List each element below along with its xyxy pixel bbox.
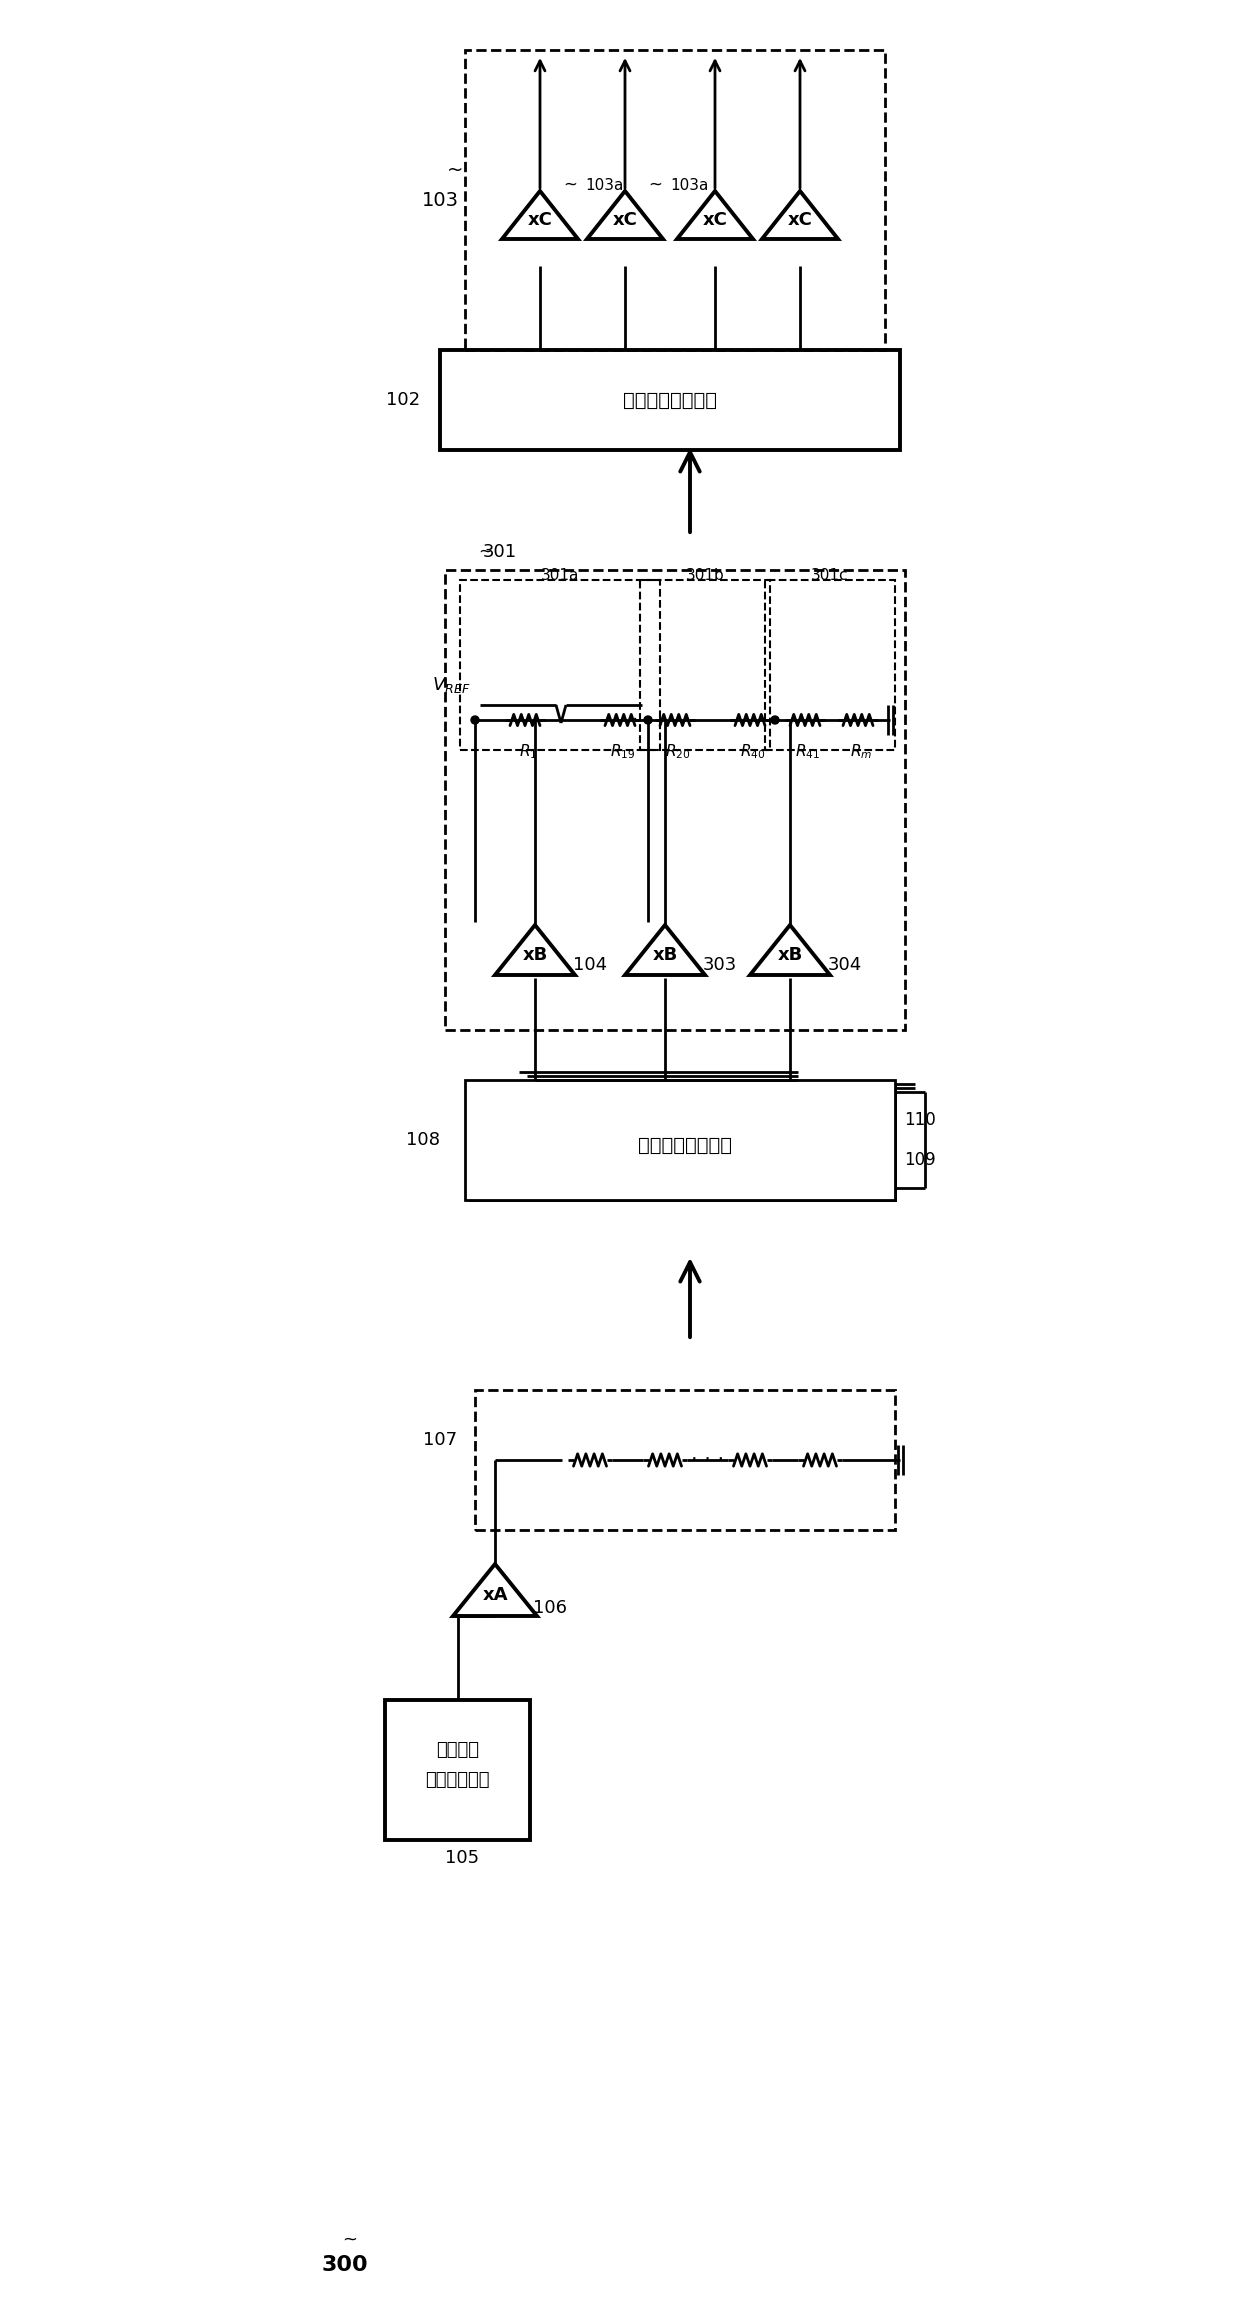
Text: 能源参考: 能源参考 — [436, 1741, 479, 1759]
Circle shape — [771, 716, 779, 725]
Text: 301c: 301c — [811, 568, 848, 582]
Text: ~: ~ — [563, 175, 577, 194]
Text: 300: 300 — [321, 2256, 368, 2274]
Bar — [440, 351, 900, 450]
Text: ~: ~ — [649, 175, 662, 194]
Text: 110: 110 — [904, 1111, 936, 1129]
Text: · · ·: · · · — [691, 1450, 724, 1471]
Text: xB: xB — [522, 947, 548, 963]
Text: 301a: 301a — [541, 568, 579, 582]
Bar — [472, 1088, 895, 1201]
Bar — [477, 1092, 895, 1201]
Text: xC: xC — [613, 210, 637, 229]
Text: 303: 303 — [703, 956, 737, 974]
Circle shape — [644, 716, 652, 725]
Bar — [465, 51, 885, 351]
Text: $R_{41}$: $R_{41}$ — [795, 743, 821, 762]
Text: xC: xC — [787, 210, 812, 229]
Text: 301b: 301b — [686, 568, 724, 582]
Text: 102: 102 — [386, 390, 420, 409]
Text: $R_{19}$: $R_{19}$ — [610, 743, 636, 762]
Text: 数据锁存解码电路: 数据锁存解码电路 — [622, 390, 717, 409]
Text: $V_{REF}$: $V_{REF}$ — [432, 674, 470, 695]
Text: $R_{40}$: $R_{40}$ — [740, 743, 766, 762]
Bar — [475, 1390, 895, 1531]
Bar — [460, 580, 660, 750]
Text: 电压产生电路: 电压产生电路 — [425, 1771, 490, 1789]
Text: 304: 304 — [828, 956, 862, 974]
Text: 103: 103 — [422, 192, 459, 210]
Bar — [640, 580, 770, 750]
Text: xB: xB — [652, 947, 677, 963]
Bar — [384, 1699, 529, 1840]
Text: $R_{20}$: $R_{20}$ — [665, 743, 691, 762]
Text: ~: ~ — [342, 2230, 357, 2249]
Text: 103a: 103a — [670, 178, 708, 192]
Text: 104: 104 — [573, 956, 608, 974]
Text: xC: xC — [703, 210, 728, 229]
Text: 108: 108 — [405, 1131, 440, 1150]
Text: $R_1$: $R_1$ — [518, 743, 537, 762]
Circle shape — [471, 716, 479, 725]
Text: 301: 301 — [482, 543, 517, 561]
Text: xB: xB — [777, 947, 802, 963]
Text: $R_m$: $R_m$ — [849, 743, 872, 762]
Text: 105: 105 — [445, 1850, 480, 1868]
Text: 106: 106 — [533, 1600, 567, 1616]
Text: 数据锁存解码电路: 数据锁存解码电路 — [639, 1136, 732, 1154]
Text: 109: 109 — [904, 1150, 936, 1168]
Bar — [465, 1081, 895, 1201]
Text: 107: 107 — [423, 1432, 458, 1450]
Text: ~: ~ — [477, 543, 492, 561]
Text: · · ·: · · · — [632, 711, 663, 730]
Text: 103a: 103a — [585, 178, 624, 192]
Bar — [445, 570, 905, 1030]
Bar — [469, 1083, 895, 1201]
Text: ~: ~ — [446, 162, 464, 180]
Bar — [765, 580, 895, 750]
Text: xC: xC — [527, 210, 553, 229]
Text: xA: xA — [482, 1586, 507, 1605]
